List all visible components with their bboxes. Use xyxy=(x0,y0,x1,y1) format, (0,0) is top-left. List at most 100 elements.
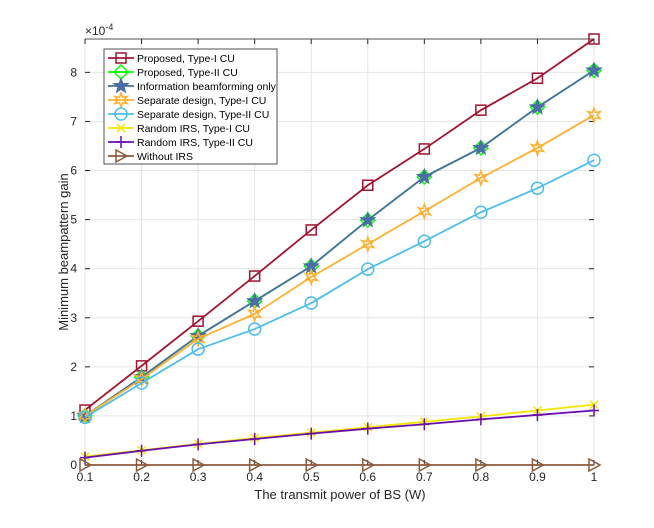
y-exponent: ×10-4 xyxy=(85,22,113,38)
plus-marker xyxy=(306,427,317,440)
y-tick-label: 1 xyxy=(70,409,77,423)
hexagram-marker xyxy=(189,329,207,349)
plus-marker xyxy=(419,418,430,431)
circle-marker xyxy=(78,410,92,425)
triangle-marker xyxy=(192,457,206,473)
square-marker xyxy=(362,179,374,192)
square-marker xyxy=(248,270,261,282)
x-tick-label: 0.5 xyxy=(303,470,320,484)
square-marker xyxy=(588,33,600,45)
series-line xyxy=(84,159,595,419)
series-line xyxy=(84,69,595,417)
plus-marker xyxy=(116,136,126,148)
circle-marker xyxy=(304,296,318,310)
series-separate-design-type-ii-cu xyxy=(78,153,601,425)
hexagram-marker xyxy=(246,304,263,324)
square-marker xyxy=(531,72,544,85)
pentagram-marker xyxy=(245,291,264,309)
hexagram-marker xyxy=(529,138,546,158)
hexagram-marker xyxy=(416,201,433,221)
x-tick-label: 0.2 xyxy=(133,470,150,484)
x-marker xyxy=(116,123,126,133)
y-tick-label: 5 xyxy=(70,213,77,227)
legend-entry: Random IRS, Type-II CU xyxy=(108,136,253,149)
legend-entry: Information beamforming only xyxy=(108,76,277,94)
hexagram-marker xyxy=(359,234,376,254)
square-marker xyxy=(115,52,127,64)
circle-marker xyxy=(247,322,262,336)
x-tick-label: 0.9 xyxy=(529,470,546,484)
triangle-marker xyxy=(362,457,376,473)
plus-marker xyxy=(193,438,204,451)
square-marker xyxy=(305,224,317,236)
x-axis-label: The transmit power of BS (W) xyxy=(254,487,425,502)
pentagram-marker xyxy=(528,98,547,115)
plus-marker xyxy=(475,413,486,426)
plus-marker xyxy=(362,422,373,435)
circle-marker xyxy=(530,181,545,195)
legend-label: Without IRS xyxy=(137,151,193,163)
circle-marker xyxy=(587,153,601,167)
circle-marker xyxy=(361,262,375,276)
legend-entry: Separate design, Type-II CU xyxy=(108,107,269,121)
legend-entry: Without IRS xyxy=(108,148,193,164)
pentagram-marker xyxy=(472,138,490,156)
pentagram-marker xyxy=(585,61,603,78)
y-tick-label: 8 xyxy=(70,65,77,79)
x-tick-label: 0.1 xyxy=(77,470,94,484)
triangle-marker xyxy=(531,457,546,473)
legend-label: Random IRS, Type-II CU xyxy=(137,137,253,149)
legend: Proposed, Type-I CU Proposed, Type-II CU I… xyxy=(103,48,278,165)
legend-label: Separate design, Type-II CU xyxy=(137,109,269,121)
hexagram-marker xyxy=(472,168,490,188)
series-separate-design-type-i-cu xyxy=(76,105,603,426)
legend-entry: Random IRS, Type-I CU xyxy=(108,123,250,135)
legend-label: Information beamforming only xyxy=(137,81,277,93)
y-tick-label: 3 xyxy=(70,311,77,325)
square-marker xyxy=(192,315,204,327)
plus-marker xyxy=(532,408,543,421)
triangle-marker xyxy=(305,457,319,473)
triangle-marker xyxy=(248,457,263,473)
x-tick-label: 0.8 xyxy=(473,470,490,484)
circle-marker xyxy=(114,107,128,121)
triangle-marker xyxy=(79,457,93,473)
hexagram-marker xyxy=(585,105,603,125)
triangle-marker xyxy=(475,457,489,473)
x-tick-label: 0.7 xyxy=(416,470,433,484)
triangle-marker xyxy=(588,457,602,473)
legend-label: Proposed, Type-I CU xyxy=(137,53,235,65)
y-tick-label: 6 xyxy=(70,164,77,178)
pentagram-marker xyxy=(359,210,377,228)
x-tick-label: 1 xyxy=(591,470,598,484)
y-tick-label: 7 xyxy=(70,114,77,128)
series-without-irs xyxy=(79,457,602,473)
legend-entry: Separate design, Type-I CU xyxy=(108,90,266,110)
plus-marker xyxy=(136,444,147,457)
triangle-marker xyxy=(418,457,432,473)
pentagram-marker xyxy=(415,167,434,185)
series-proposed-type-i-cu xyxy=(79,33,600,416)
x-tick-label: 0.4 xyxy=(246,470,263,484)
series-line xyxy=(84,409,595,459)
legend-label: Proposed, Type-II CU xyxy=(137,67,238,79)
legend-entry: Proposed, Type-I CU xyxy=(108,52,235,65)
hexagram-marker xyxy=(112,90,130,110)
legend-label: Random IRS, Type-I CU xyxy=(137,123,250,135)
circle-marker xyxy=(474,205,488,219)
circle-marker xyxy=(191,342,205,356)
x-tick-label: 0.3 xyxy=(190,470,207,484)
y-tick-label: 0 xyxy=(70,458,77,472)
circle-marker xyxy=(417,234,432,248)
series-line xyxy=(84,114,595,417)
plus-marker xyxy=(589,404,599,417)
series-lines xyxy=(76,33,603,473)
pentagram-marker xyxy=(112,76,130,94)
circle-marker xyxy=(134,376,149,390)
series-line xyxy=(84,38,595,411)
ticks: 0.1 0.2 0.3 0.4 0.5 0.6 0.7 0.8 0.9 1 0 1 2 3 4 5 6 7 8 xyxy=(70,39,598,484)
y-tick-label: 4 xyxy=(70,262,77,276)
square-marker xyxy=(418,143,431,155)
triangle-marker xyxy=(115,148,129,164)
triangle-marker xyxy=(135,457,150,473)
